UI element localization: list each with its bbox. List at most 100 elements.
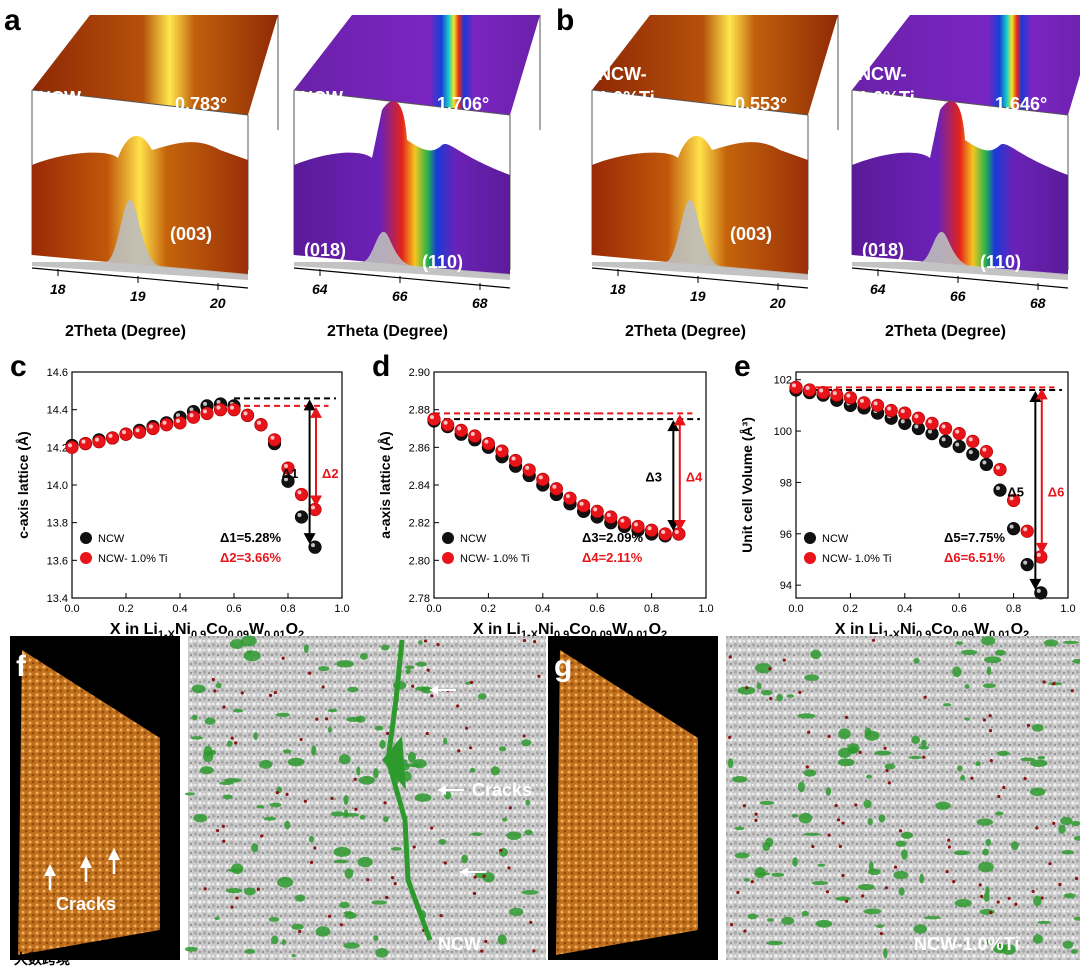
heavy-element-site xyxy=(922,755,926,759)
pore-region xyxy=(883,948,888,959)
heavy-element-site xyxy=(1040,896,1044,900)
x-tick-label: 0.0 xyxy=(64,603,79,615)
pore-region xyxy=(983,891,990,903)
pore-region xyxy=(913,657,920,664)
panel-label-c: c xyxy=(10,350,27,383)
x-tick-label: 0.6 xyxy=(590,603,605,615)
heavy-element-site xyxy=(309,860,314,864)
map-x-axis xyxy=(591,267,809,289)
pore-region xyxy=(470,832,483,836)
map-tick-label: 20 xyxy=(769,295,786,311)
pore-region xyxy=(184,946,198,952)
heavy-element-site xyxy=(1035,826,1039,830)
heavy-element-site xyxy=(754,818,758,822)
data-point-highlight xyxy=(914,414,919,419)
pore-region xyxy=(343,911,354,915)
pore-region xyxy=(339,901,350,909)
data-point-ti xyxy=(132,425,147,439)
map-fwhm-label: 0.553° xyxy=(735,94,787,114)
pore-region xyxy=(191,684,206,694)
data-point-highlight xyxy=(955,442,960,447)
map-top-surface xyxy=(32,15,278,115)
data-point-highlight xyxy=(674,529,679,534)
pore-region xyxy=(338,754,351,765)
map-top-surface xyxy=(592,15,838,115)
map-x-axis-title: 2Theta (Degree) xyxy=(65,323,186,340)
map-box-edge xyxy=(31,89,249,116)
x-tick-label: 0.2 xyxy=(118,603,133,615)
xrd-map-a-0: 18 19 20 2Theta (Degree) NCW 0.783° (003) xyxy=(31,15,279,340)
y-tick-label: 2.84 xyxy=(409,480,430,492)
pore-region xyxy=(999,945,1006,952)
chart-y-axis-title: a-axis lattice (Å) xyxy=(377,431,393,538)
pore-region xyxy=(382,816,389,823)
pore-region xyxy=(1044,639,1059,647)
heavy-element-site xyxy=(827,833,831,837)
pore-region xyxy=(835,896,852,901)
data-point-highlight xyxy=(203,409,207,414)
heavy-element-site xyxy=(507,866,511,870)
heavy-element-site xyxy=(443,861,447,865)
legend-label-ncw: NCW xyxy=(460,533,487,545)
heavy-element-site xyxy=(240,691,244,695)
pore-region xyxy=(243,887,256,896)
pore-region xyxy=(986,666,992,676)
data-point-ti xyxy=(119,427,133,441)
map-side-surface xyxy=(294,101,510,275)
heavy-element-site xyxy=(260,834,264,838)
data-point-highlight xyxy=(819,388,824,393)
pore-region xyxy=(810,649,822,660)
pore-region xyxy=(253,732,258,740)
pore-region xyxy=(874,750,892,756)
data-point-highlight xyxy=(243,411,248,416)
data-point-highlight xyxy=(284,464,288,469)
heavy-element-site xyxy=(845,899,849,903)
data-point-ti xyxy=(590,504,604,518)
data-point-ti xyxy=(884,403,898,418)
pore-region xyxy=(985,939,991,945)
map-tick-label: 64 xyxy=(870,281,886,297)
data-point-highlight xyxy=(176,418,180,423)
data-point-ncw xyxy=(979,457,994,472)
legend-label-ti: NCW- 1.0% Ti xyxy=(460,553,529,565)
pore-region xyxy=(979,908,995,915)
map-sample-label-line1: NCW- xyxy=(858,64,907,84)
heavy-element-site xyxy=(742,804,746,808)
heavy-element-site xyxy=(508,806,512,810)
pore-region xyxy=(379,739,386,749)
tomo-slice-image xyxy=(188,636,546,960)
y-tick-label: 13.6 xyxy=(47,555,68,567)
pore-region xyxy=(344,868,354,879)
pore-region xyxy=(734,826,745,831)
data-point-highlight xyxy=(955,429,960,434)
heavy-element-site xyxy=(750,880,754,884)
data-point-ncw xyxy=(952,439,966,454)
pore-region xyxy=(1062,640,1079,645)
heavy-element-site xyxy=(1058,882,1062,887)
heavy-element-site xyxy=(798,690,802,694)
pore-region xyxy=(469,767,476,773)
heavy-element-site xyxy=(970,776,974,780)
pore-region xyxy=(863,799,872,809)
tomography-images: f Cracks Cracks NCW g NCW-1.0%Ti 大数跨境 xyxy=(10,635,1080,967)
pore-region xyxy=(901,849,908,860)
data-point-highlight xyxy=(311,505,315,510)
pore-region xyxy=(214,916,220,921)
pore-region xyxy=(878,814,886,823)
data-point-highlight xyxy=(593,507,598,512)
data-point-ti xyxy=(911,411,926,425)
xrd-map-b-1: 64 66 68 2Theta (Degree) NCW- 1.0%Ti 1.646° (01… xyxy=(851,15,1080,340)
heavy-element-site xyxy=(754,812,758,816)
pore-region xyxy=(521,739,532,747)
pore-region xyxy=(294,894,306,902)
heavy-element-site xyxy=(532,949,536,953)
crack-arrowhead xyxy=(108,848,120,860)
data-point-ti xyxy=(495,444,509,458)
delta-arrowhead xyxy=(1029,578,1042,590)
data-point-highlight xyxy=(860,398,864,403)
delta-value-ti: Δ4=2.11% xyxy=(582,550,643,565)
pore-region xyxy=(204,717,216,725)
data-point-highlight xyxy=(230,405,234,410)
y-tick-label: 96 xyxy=(780,529,792,541)
